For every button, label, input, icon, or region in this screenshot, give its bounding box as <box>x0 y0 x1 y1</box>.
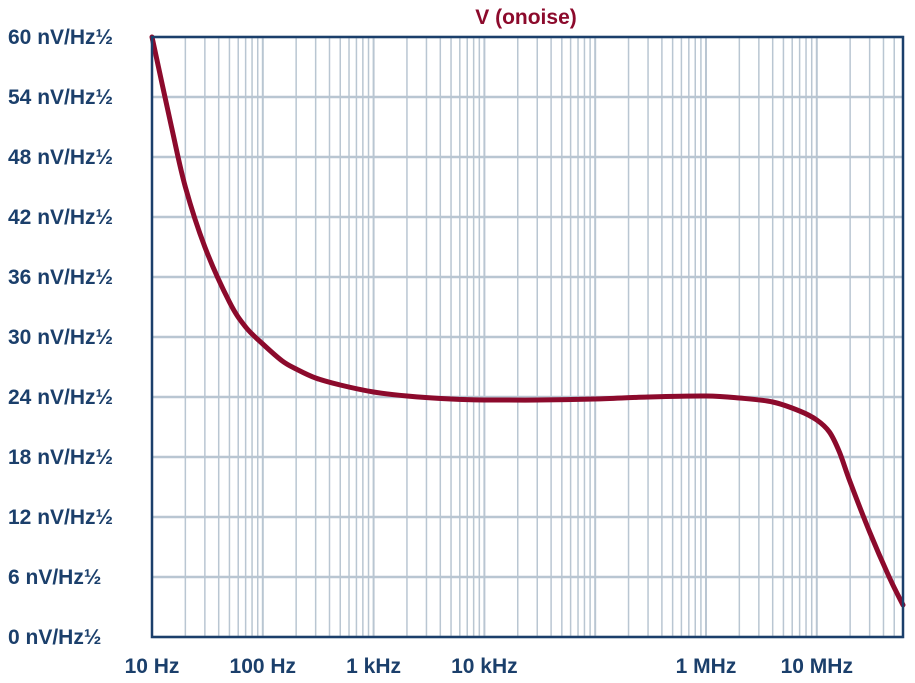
plot-border <box>150 35 905 639</box>
series-line-onoise <box>149 34 906 608</box>
x-tick-label: 1 kHz <box>346 655 401 678</box>
y-tick-label: 18 nV/Hz½ <box>8 446 113 469</box>
x-tick-labels: 10 Hz 100 Hz 1 kHz 10 kHz 1 MHz 10 MHz <box>125 655 853 678</box>
x-tick-label: 10 MHz <box>781 655 853 678</box>
grid-lines <box>151 35 904 639</box>
y-tick-label: 6 nV/Hz½ <box>8 566 101 589</box>
y-tick-labels: 0 nV/Hz½ 6 nV/Hz½ 12 nV/Hz½ 18 nV/Hz½ 24 nV/… <box>8 26 113 649</box>
y-tick-label: 36 nV/Hz½ <box>8 266 113 289</box>
y-tick-label: 60 nV/Hz½ <box>8 26 113 49</box>
y-tick-label: 54 nV/Hz½ <box>8 86 113 109</box>
y-tick-label: 48 nV/Hz½ <box>8 146 113 169</box>
y-tick-label: 24 nV/Hz½ <box>8 386 113 409</box>
y-tick-label: 42 nV/Hz½ <box>8 206 113 229</box>
y-tick-label: 30 nV/Hz½ <box>8 326 113 349</box>
x-tick-label: 1 MHz <box>676 655 737 678</box>
x-tick-label: 10 kHz <box>451 655 518 678</box>
x-tick-label: 10 Hz <box>125 655 180 678</box>
chart-title: V (onoise) <box>475 6 577 29</box>
y-tick-label: 12 nV/Hz½ <box>8 506 113 529</box>
y-tick-label: 0 nV/Hz½ <box>8 626 101 649</box>
x-tick-label: 100 Hz <box>230 655 297 678</box>
plot-frame <box>150 35 905 639</box>
